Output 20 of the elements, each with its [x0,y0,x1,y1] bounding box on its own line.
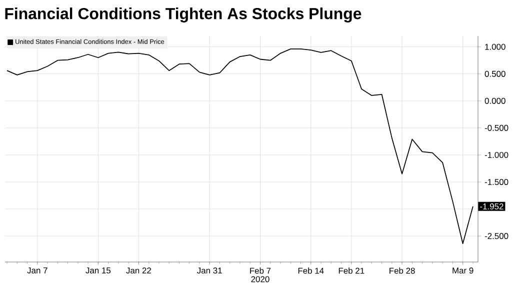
x-tick-label: Mar 9 [452,268,474,274]
y-tick-label: -1.500 [484,178,508,185]
x-tick-label: Feb 14 [298,268,324,274]
y-tick-label: 0.000 [484,98,506,104]
x-tick-label: Jan 15 [86,268,111,274]
x-tick-label: Jan 22 [126,268,151,274]
x-tick-label: Jan 31 [197,268,222,274]
x-axis-title: 2020 [251,276,270,282]
chart-title: Financial Conditions Tighten As Stocks Plunge [5,8,362,22]
y-tick-label: -2.500 [484,233,508,240]
x-tick-label: Jan 7 [27,268,48,274]
y-tick-label: 0.500 [484,70,506,77]
x-tick-label: Feb 7 [250,268,271,274]
line-series [6,48,474,244]
x-tick-label: Feb 21 [338,268,364,274]
y-tick-label: -1.000 [484,152,508,158]
data-label: -1.952 [480,203,504,210]
y-tick-label: 1.000 [485,44,506,50]
y-tick-label: -0.500 [484,124,508,131]
x-tick-label: Feb 28 [390,268,415,274]
